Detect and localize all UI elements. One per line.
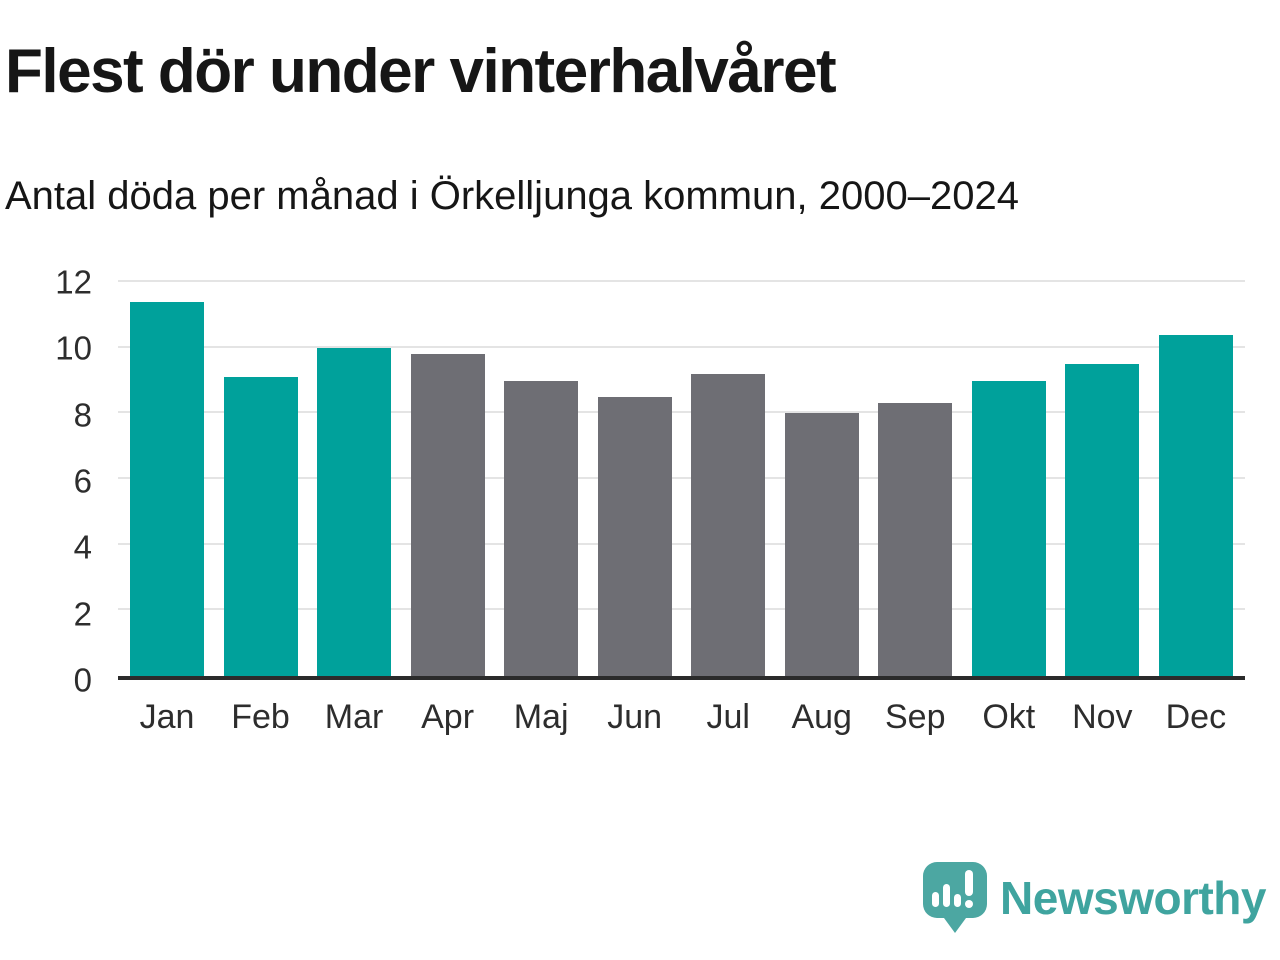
y-tick-label: 6 <box>73 462 92 500</box>
y-tick-label: 4 <box>73 528 92 566</box>
x-tick-label: Sep <box>885 698 946 736</box>
y-tick-label: 0 <box>73 661 92 699</box>
bar-jul <box>691 373 766 676</box>
x-tick-label: Apr <box>421 698 475 736</box>
x-tick-label: Dec <box>1165 698 1227 736</box>
y-tick-label: 2 <box>73 595 92 633</box>
y-tick-label: 12 <box>55 263 92 301</box>
bar-apr <box>410 354 485 676</box>
bar-jan <box>130 301 204 676</box>
bar-nov <box>1065 364 1140 676</box>
bar-series <box>118 282 1245 676</box>
chart-subtitle: Antal döda per månad i Örkelljunga kommu… <box>5 174 1019 218</box>
bar-chart-speech-bubble-icon <box>923 862 988 933</box>
x-tick-label: Aug <box>791 698 852 736</box>
bar-aug <box>784 413 859 676</box>
bar-jun <box>597 396 672 676</box>
x-tick-label: Jul <box>706 698 750 736</box>
x-tick-label: Feb <box>231 698 290 736</box>
x-tick-label: Maj <box>513 698 569 736</box>
gridline <box>118 411 1245 414</box>
gridline <box>118 280 1245 282</box>
chart-title: Flest dör under vinterhalvåret <box>5 37 837 106</box>
brand-wordmark: Newsworthy <box>1000 872 1266 924</box>
y-tick-label: 10 <box>55 329 92 367</box>
gridline <box>118 608 1245 611</box>
x-axis: Jan Feb Mar Apr Maj Jun Jul Aug Sep Okt Nov Dec <box>118 698 1245 737</box>
x-tick-label: Okt <box>982 698 1036 736</box>
x-tick-label: Nov <box>1072 698 1133 736</box>
bar-feb <box>223 377 298 676</box>
newsworthy-logo: Newsworthy <box>922 862 1266 934</box>
bar-maj <box>504 380 579 676</box>
x-tick-label: Mar <box>324 698 384 736</box>
bar-okt <box>971 380 1046 676</box>
x-tick-label: Jun <box>607 698 663 736</box>
bar-mar <box>317 347 392 676</box>
gridline <box>118 542 1245 545</box>
x-tick-label: Jan <box>139 698 195 736</box>
bar-sep <box>878 403 953 676</box>
y-tick-label: 8 <box>73 396 92 434</box>
plot-area <box>118 280 1245 680</box>
gridline <box>118 477 1245 479</box>
gridline <box>118 345 1245 348</box>
y-axis: 0 2 4 6 8 10 12 <box>0 266 92 697</box>
bar-dec <box>1158 334 1233 676</box>
